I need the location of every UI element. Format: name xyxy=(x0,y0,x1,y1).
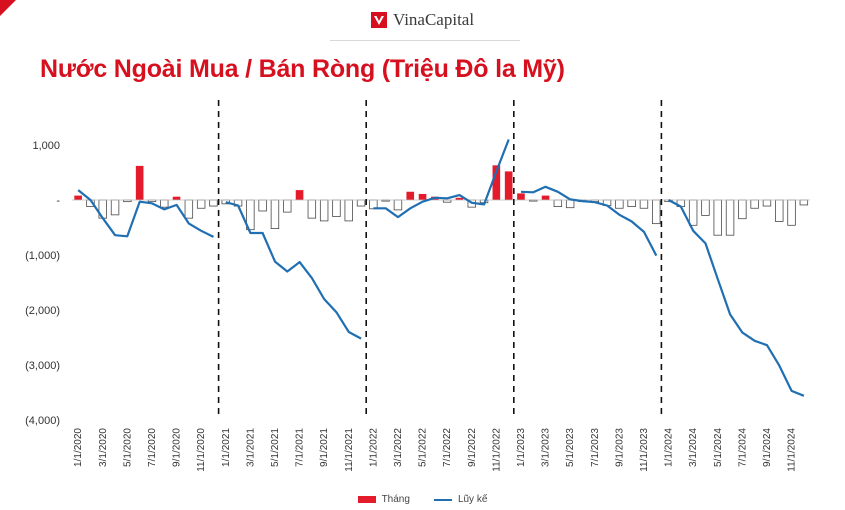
x-tick-label: 9/1/2021 xyxy=(319,428,330,467)
bar xyxy=(504,171,513,200)
cumulative-line-segment xyxy=(77,189,214,238)
bar xyxy=(110,199,120,216)
header-divider xyxy=(330,40,520,41)
bar xyxy=(356,199,366,207)
bar xyxy=(258,199,267,212)
red-corner-accent xyxy=(0,0,16,16)
x-tick-label: 1/1/2022 xyxy=(368,428,379,467)
bar xyxy=(74,195,82,200)
bar xyxy=(344,199,353,222)
x-tick-label: 9/1/2024 xyxy=(762,428,773,467)
legend-line-swatch xyxy=(433,498,452,501)
x-tick-label: 7/1/2023 xyxy=(590,428,601,467)
bar xyxy=(713,199,722,236)
bar xyxy=(701,199,710,216)
x-tick-label: 3/1/2020 xyxy=(98,428,109,467)
x-tick-label: 11/1/2024 xyxy=(787,428,798,472)
brand-name: VinaCapital xyxy=(392,10,475,29)
bar xyxy=(541,195,550,200)
bar xyxy=(270,199,280,230)
bar xyxy=(196,199,206,209)
cumulative-line-segment xyxy=(225,201,362,340)
bar xyxy=(135,165,144,200)
x-tick-label: 7/1/2022 xyxy=(442,428,453,467)
x-tick-label: 5/1/2023 xyxy=(565,428,576,467)
bar xyxy=(160,199,169,208)
bar xyxy=(652,199,661,225)
bar xyxy=(283,199,292,213)
bar xyxy=(209,199,218,207)
x-tick-label: 5/1/2024 xyxy=(713,428,724,467)
x-tick-label: 7/1/2020 xyxy=(147,428,158,467)
bar xyxy=(295,190,304,200)
x-tick-label: 9/1/2020 xyxy=(172,428,183,467)
y-tick-label: (3,000) xyxy=(25,360,60,372)
bar xyxy=(492,165,501,200)
bar xyxy=(750,199,759,209)
bar xyxy=(393,199,403,211)
bar xyxy=(332,199,341,217)
brand-header: VinaCapital xyxy=(0,10,845,30)
y-tick-label: (2,000) xyxy=(25,305,60,317)
chart-title: Nước Ngoài Mua / Bán Ròng (Triệu Đô la M… xyxy=(40,55,565,83)
x-tick-label: 1/1/2020 xyxy=(73,428,84,467)
bar xyxy=(615,199,624,209)
y-tick-label: - xyxy=(56,195,60,207)
x-tick-label: 9/1/2022 xyxy=(467,428,478,467)
legend: Tháng Lũy kế xyxy=(0,494,845,505)
bar xyxy=(172,196,181,200)
legend-label-cumulative: Lũy kế xyxy=(457,494,488,505)
bar xyxy=(307,199,317,219)
vinacapital-logo-icon xyxy=(370,12,387,28)
x-tick-label: 3/1/2022 xyxy=(393,428,404,467)
bar xyxy=(639,199,649,209)
x-tick-label: 3/1/2024 xyxy=(688,428,699,467)
bar xyxy=(418,193,427,200)
bar xyxy=(762,199,772,207)
x-tick-label: 3/1/2021 xyxy=(245,428,256,467)
bar xyxy=(319,199,329,222)
cumulative-line-segment xyxy=(520,185,658,257)
bar xyxy=(517,193,525,200)
x-tick-label: 1/1/2021 xyxy=(221,428,232,467)
bar xyxy=(725,199,735,236)
bar xyxy=(565,199,575,209)
bar xyxy=(738,199,747,220)
x-tick-label: 5/1/2022 xyxy=(418,428,429,467)
x-tick-label: 3/1/2023 xyxy=(541,428,552,467)
bar xyxy=(627,199,636,207)
x-tick-label: 11/1/2022 xyxy=(491,428,502,472)
bar xyxy=(455,197,464,200)
x-tick-label: 11/1/2023 xyxy=(639,428,650,472)
legend-item-monthly: Tháng xyxy=(357,494,410,505)
x-tick-label: 11/1/2021 xyxy=(344,428,355,472)
x-tick-label: 11/1/2020 xyxy=(196,428,207,472)
bar xyxy=(184,199,194,219)
bar xyxy=(553,199,563,207)
legend-label-monthly: Tháng xyxy=(381,494,410,505)
y-tick-label: (4,000) xyxy=(25,415,60,427)
bar xyxy=(775,199,784,222)
x-tick-label: 1/1/2023 xyxy=(516,428,527,467)
bar xyxy=(688,199,698,226)
y-tick-label: 1,000 xyxy=(32,140,60,152)
cumulative-line-segment xyxy=(668,199,805,397)
x-tick-label: 1/1/2024 xyxy=(664,428,675,467)
x-tick-label: 5/1/2021 xyxy=(270,428,281,467)
x-tick-label: 9/1/2023 xyxy=(614,428,625,467)
x-tick-label: 7/1/2021 xyxy=(295,428,306,467)
legend-item-cumulative: Lũy kế xyxy=(433,494,488,505)
x-tick-label: 5/1/2020 xyxy=(122,428,133,467)
x-tick-label: 7/1/2024 xyxy=(737,428,748,467)
bar xyxy=(787,199,796,226)
bar xyxy=(799,199,809,206)
legend-bar-swatch xyxy=(357,496,376,503)
y-tick-label: (1,000) xyxy=(25,250,60,262)
cumulative-line-segment xyxy=(373,139,510,219)
bar xyxy=(406,191,415,200)
